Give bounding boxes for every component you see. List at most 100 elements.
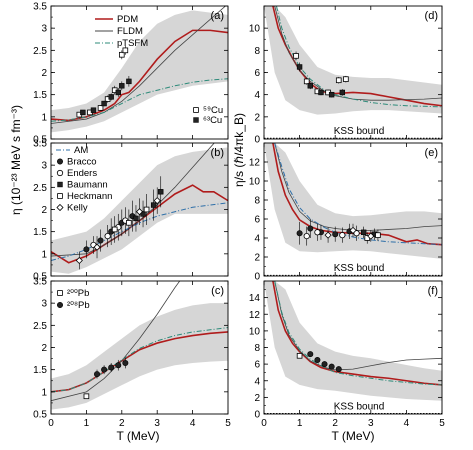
y-tick-label: 14 — [249, 293, 261, 304]
x-tick-label: 5 — [225, 418, 231, 429]
legend-label: ²⁰⁰Pb — [67, 288, 89, 299]
series-line-fldm — [274, 281, 442, 371]
y-tick-label: 1.5 — [33, 90, 47, 101]
data-point — [94, 371, 101, 378]
data-point — [90, 107, 97, 113]
y-tick-label: 6 — [254, 360, 260, 371]
legend-label: FLDM — [117, 26, 143, 37]
series-line-fldm — [51, 6, 227, 124]
panel-label: (e) — [425, 147, 438, 159]
y-tick-label: 6 — [254, 215, 260, 226]
data-point — [307, 83, 313, 89]
legend-marker — [56, 158, 63, 165]
panel-label: (b) — [211, 147, 224, 159]
y-tick-label: 0 — [254, 135, 260, 146]
legend-marker — [56, 203, 64, 212]
data-point — [97, 237, 104, 244]
plot-area — [264, 143, 442, 276]
data-point — [119, 51, 125, 58]
data-point — [80, 109, 86, 116]
series-line-fldm — [51, 281, 181, 402]
data-point — [307, 225, 314, 232]
y-tick-label: 10 — [249, 326, 261, 337]
x-tick-label: 4 — [404, 418, 410, 429]
uncertainty-band — [51, 10, 228, 133]
y-tick-label: 0 — [254, 272, 260, 283]
series-line-ptsfm — [275, 6, 442, 108]
legend-label: Kelly — [67, 203, 88, 214]
y-tick-label: 4 — [254, 376, 260, 387]
kss-bound-label: KSS bound — [334, 263, 385, 274]
plot-area — [264, 6, 442, 139]
data-point — [303, 78, 310, 85]
y-tick-label: 1 — [41, 112, 47, 123]
data-point — [133, 215, 139, 222]
y-tick-label: 2 — [254, 112, 260, 123]
y-tick-label: 2 — [254, 393, 260, 404]
data-point — [126, 219, 132, 226]
uncertainty-band — [264, 143, 442, 259]
data-point — [335, 77, 342, 84]
data-point — [293, 53, 299, 59]
data-point — [314, 229, 321, 236]
y-tick-label: 3 — [41, 161, 47, 172]
x-tick-label: 5 — [439, 418, 445, 429]
data-point — [296, 353, 303, 359]
data-point — [111, 226, 118, 233]
panel-d: 0 2 4 6 8 10 (d) KSS bound — [249, 5, 443, 146]
x-tick-label: 2 — [119, 418, 125, 429]
legend-marker — [56, 301, 63, 308]
legend-label: pTSFM — [117, 38, 148, 49]
data-point — [296, 64, 303, 70]
data-point — [314, 356, 321, 363]
data-point — [335, 366, 342, 373]
plot-area — [264, 281, 442, 414]
legend-label: Bracco — [67, 157, 97, 168]
series-line-pdm — [51, 29, 228, 122]
y-tick-label: 6 — [254, 68, 260, 79]
y-tick-label: 0 — [254, 410, 260, 421]
legend-marker — [193, 107, 199, 113]
y-tick-label: 8 — [254, 196, 260, 207]
y-tick-label: 3.5 — [33, 277, 47, 288]
x-tick-label: 3 — [368, 418, 374, 429]
y-tick-label: 3.5 — [33, 139, 47, 150]
data-point — [108, 94, 114, 100]
series-line-ptsfm — [274, 281, 442, 386]
y-tick-label: 8 — [254, 343, 260, 354]
data-point — [83, 393, 90, 400]
data-point — [115, 89, 121, 96]
y-tick-label: 2 — [41, 205, 47, 216]
legend-label: ⁵⁹Cu — [203, 105, 223, 116]
legend-marker — [57, 290, 63, 296]
panel-label: (f) — [428, 285, 438, 297]
data-point — [328, 363, 335, 370]
x-tick-label: 3 — [154, 418, 160, 429]
legend-marker — [57, 181, 63, 188]
data-point — [296, 230, 303, 237]
data-point — [353, 230, 360, 237]
panel-label: (c) — [211, 285, 224, 297]
data-point — [375, 232, 381, 238]
series-line-pdm — [272, 281, 442, 386]
uncertainty-band — [51, 303, 228, 410]
right-y-axis-label: η/s (ℏ/4πk_B) — [232, 113, 246, 187]
legend-label: Heckmann — [67, 191, 112, 202]
plot-area — [51, 281, 228, 410]
data-point — [307, 351, 314, 358]
legend-label: Enders — [67, 168, 97, 179]
data-point — [324, 231, 332, 239]
x-tick-label: 2 — [332, 418, 338, 429]
y-tick-label: 10 — [249, 177, 261, 188]
series-line-fldm — [274, 6, 442, 101]
plot-area — [51, 143, 228, 274]
y-tick-label: 12 — [249, 158, 261, 169]
panel-b: 0.5 1 1.5 2 2.5 3 3.5 (b) AMBraccoEndersBaumannH… — [33, 139, 229, 283]
data-point — [115, 362, 122, 369]
